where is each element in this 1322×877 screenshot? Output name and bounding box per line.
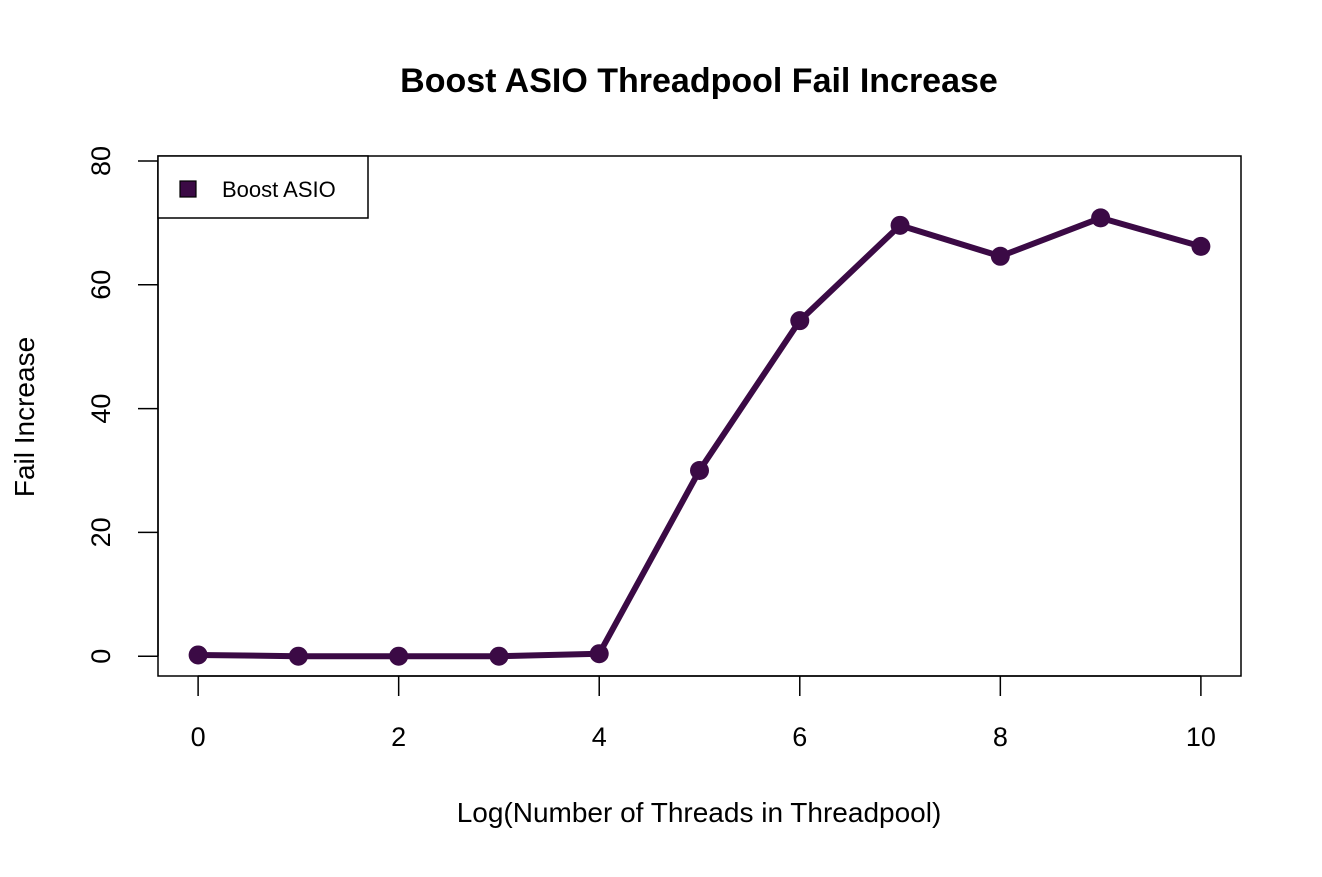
- chart-title: Boost ASIO Threadpool Fail Increase: [400, 62, 998, 100]
- data-point: [1191, 236, 1211, 256]
- x-tick-label: 6: [792, 722, 807, 752]
- plot-frame: [157, 155, 1242, 677]
- data-point: [790, 311, 810, 331]
- y-tick-label: 80: [86, 146, 116, 176]
- data-point: [690, 460, 709, 480]
- x-tick-label: 4: [592, 722, 607, 752]
- legend: Boost ASIO: [157, 155, 369, 219]
- series-line: [195, 214, 1204, 660]
- data-point: [489, 646, 509, 666]
- y-tick-label: 40: [86, 394, 116, 424]
- series-layer: [188, 208, 1211, 666]
- x-tick-label: 0: [191, 722, 206, 752]
- x-tick-label: 2: [391, 722, 406, 752]
- y-axis-label: Fail Increase: [9, 337, 40, 497]
- data-point: [188, 645, 208, 665]
- x-tick-label: 10: [1186, 722, 1216, 752]
- legend-label: Boost ASIO: [222, 177, 336, 202]
- x-tick-label: 8: [993, 722, 1008, 752]
- legend-swatch: [179, 180, 197, 198]
- y-tick-label: 20: [86, 517, 116, 547]
- axes: 0 2 4 6 8 10 0 20 40 60 80: [86, 146, 1242, 752]
- data-point: [389, 646, 409, 666]
- data-point: [288, 646, 308, 666]
- y-tick-label: 60: [86, 270, 116, 300]
- data-point: [890, 215, 910, 235]
- y-tick-label: 0: [86, 649, 116, 664]
- data-point: [990, 246, 1010, 266]
- data-point: [589, 644, 609, 664]
- x-axis-label: Log(Number of Threads in Threadpool): [457, 797, 942, 828]
- data-point: [1091, 208, 1111, 228]
